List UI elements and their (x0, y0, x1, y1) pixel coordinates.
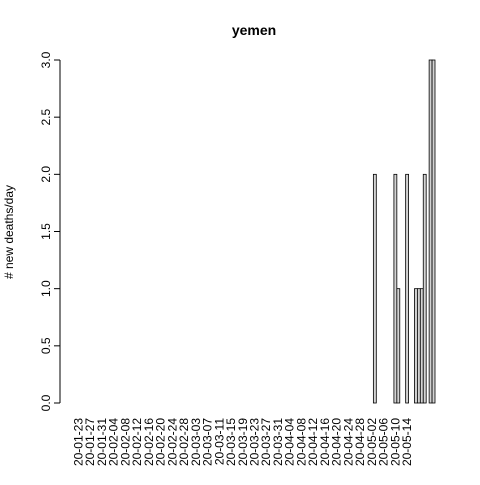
x-tick-label: 20-02-12 (130, 418, 144, 466)
x-axis: 20-01-2320-01-2720-01-3120-02-0420-02-08… (71, 418, 414, 466)
x-tick-label: 20-04-08 (294, 418, 308, 466)
x-tick-label: 20-02-20 (154, 418, 168, 466)
x-tick-label: 20-03-11 (212, 418, 226, 465)
bar (405, 173, 409, 404)
x-tick-label: 20-04-28 (353, 418, 367, 466)
y-tick-label: 1.5 (39, 223, 53, 240)
bar (416, 288, 421, 404)
x-tick-label: 20-03-27 (259, 418, 273, 466)
x-tick-label: 20-04-04 (283, 418, 297, 466)
x-tick-label: 20-04-20 (330, 418, 344, 466)
x-tick-label: 20-03-07 (201, 418, 215, 466)
x-tick-label: 20-05-06 (377, 418, 391, 466)
y-tick-label: 2.5 (39, 109, 53, 126)
x-tick-label: 20-05-14 (400, 418, 414, 466)
x-tick-label: 20-03-23 (248, 418, 262, 466)
y-tick-label: 0.5 (39, 337, 53, 354)
x-tick-label: 20-03-15 (224, 418, 238, 466)
y-axis: 0.0 0.5 1.0 1.5 2.0 2.5 3.0 (39, 51, 61, 411)
x-tick-label: 20-04-16 (318, 418, 332, 466)
x-tick-label: 20-02-24 (165, 418, 179, 466)
x-tick-label: 20-02-08 (118, 418, 132, 466)
y-tick-label: 2.0 (39, 166, 53, 183)
bar (422, 173, 427, 404)
bar (414, 288, 418, 404)
bar (419, 288, 424, 404)
x-tick-label: 20-03-19 (236, 418, 250, 466)
x-tick-label: 20-03-31 (271, 418, 285, 466)
x-tick-label: 20-05-02 (365, 418, 379, 466)
bar (393, 173, 398, 404)
bar (396, 288, 401, 404)
bar (428, 59, 433, 404)
chart-title: yemen (232, 22, 276, 38)
x-tick-label: 20-02-04 (107, 418, 121, 466)
x-tick-label: 20-01-27 (83, 418, 97, 466)
y-axis-label: # new deaths/day (2, 185, 16, 279)
x-tick-label: 20-01-31 (95, 418, 109, 466)
x-tick-label: 20-02-28 (177, 418, 191, 466)
bars-group (372, 59, 436, 404)
x-tick-label: 20-04-24 (341, 418, 355, 466)
x-tick-label: 20-02-16 (142, 418, 156, 466)
x-tick-label: 20-04-12 (306, 418, 320, 466)
bar (431, 59, 436, 404)
x-tick-label: 20-05-10 (388, 418, 402, 466)
x-tick-label: 20-01-23 (71, 418, 85, 466)
y-tick-label: 1.0 (39, 280, 53, 297)
bar (372, 173, 377, 404)
y-tick-label: 0.0 (39, 394, 53, 411)
x-tick-label: 20-03-03 (189, 418, 203, 466)
y-tick-label: 3.0 (39, 51, 53, 68)
